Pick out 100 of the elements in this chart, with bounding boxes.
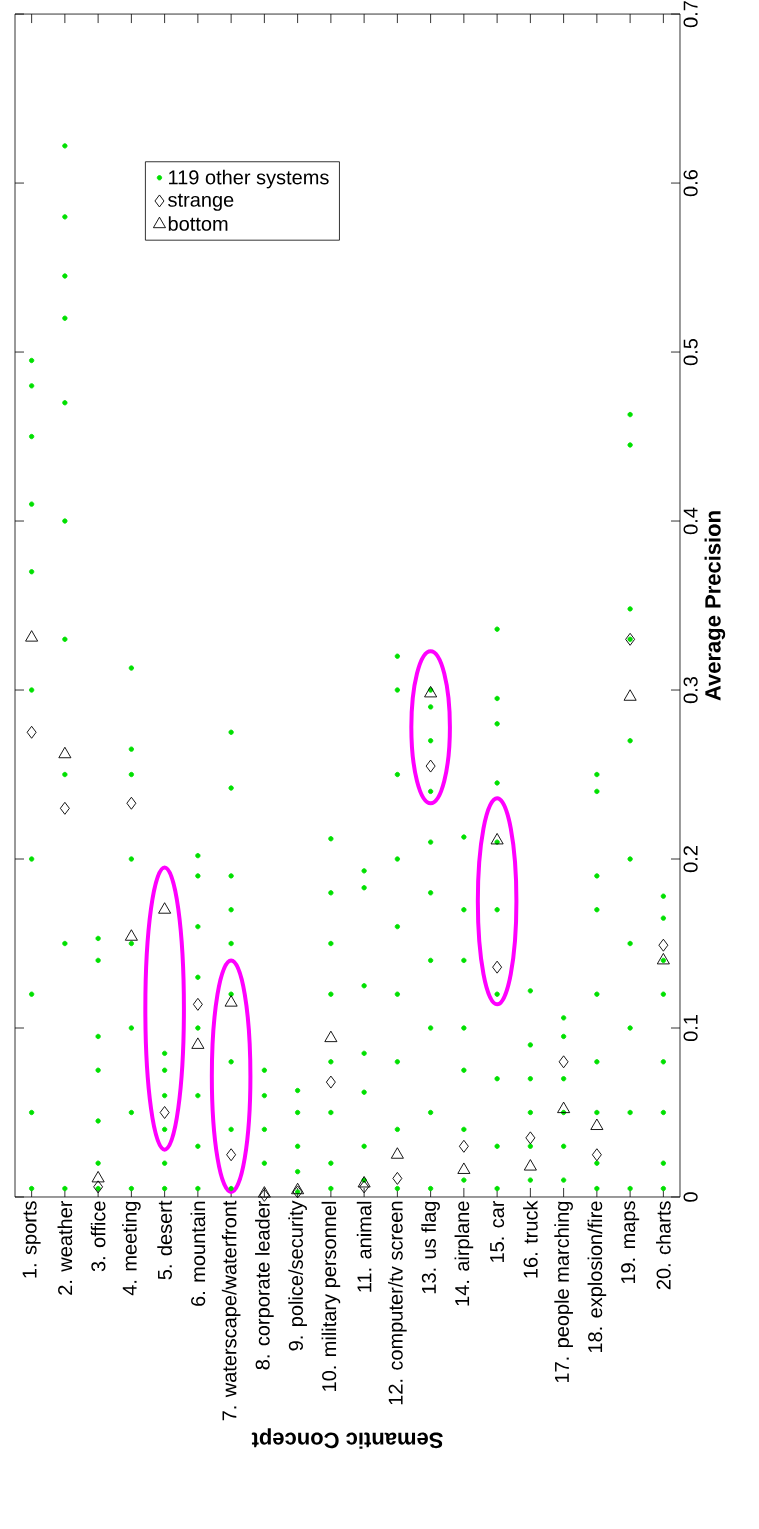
point [623, 689, 637, 701]
point [494, 991, 500, 997]
x-tick-label: 17. people marching [554, 1201, 573, 1383]
point [328, 890, 334, 896]
point [494, 1076, 500, 1082]
point [594, 1109, 600, 1116]
point [656, 952, 670, 965]
x-tick-label: 15. car [490, 1200, 505, 1262]
point [328, 940, 334, 947]
point [494, 1185, 500, 1192]
point [527, 1042, 534, 1048]
point [128, 746, 135, 752]
x-tick-label: 2. weather [57, 1200, 73, 1295]
point [627, 738, 633, 744]
point [660, 991, 667, 997]
point [161, 1050, 168, 1056]
x-tick-label: 8. corporate leader [255, 1200, 274, 1370]
point [158, 902, 172, 914]
point [28, 569, 35, 575]
point [494, 907, 500, 913]
point [361, 983, 367, 989]
point [627, 1025, 633, 1031]
point [394, 771, 401, 778]
point [461, 834, 467, 840]
point [62, 315, 68, 321]
point [25, 630, 39, 642]
point [195, 1143, 201, 1149]
y-tick-label: 0.3 [683, 677, 698, 704]
x-tick-label: 13. us flag [421, 1201, 440, 1294]
point [128, 940, 135, 947]
point [58, 746, 72, 759]
point [62, 400, 68, 406]
legend-label: strange [168, 193, 234, 211]
x-tick-label: 1. sports [22, 1201, 41, 1278]
point [228, 940, 234, 947]
point [527, 1109, 534, 1116]
point [228, 1185, 234, 1192]
point [28, 991, 35, 997]
point [458, 1139, 469, 1153]
point [328, 1160, 334, 1166]
point [560, 1143, 567, 1149]
point [627, 856, 633, 862]
point [494, 626, 500, 632]
point [427, 738, 434, 744]
point [591, 1148, 602, 1162]
point [427, 890, 434, 896]
y-axis-title: Average Precision [704, 511, 726, 701]
x-tick-label: 7. waterscape/waterfront [221, 1200, 241, 1421]
point [627, 606, 633, 612]
y-tick-label: 0.6 [683, 170, 698, 197]
point [527, 988, 534, 994]
point [425, 759, 436, 773]
point [627, 940, 633, 947]
point [62, 940, 68, 947]
point [228, 785, 234, 791]
point [161, 1126, 168, 1133]
point [427, 839, 434, 845]
point [557, 1101, 571, 1114]
point [494, 839, 500, 845]
point [427, 1109, 434, 1116]
point [427, 704, 434, 710]
point [461, 907, 467, 913]
point [259, 1188, 270, 1202]
point [627, 636, 633, 642]
point [560, 1076, 567, 1082]
y-tick-label: 0.7 [683, 1, 698, 28]
point [394, 1126, 401, 1133]
point [494, 695, 500, 702]
point [594, 907, 600, 913]
point [195, 923, 201, 930]
x-tick-label: 9. police/security [288, 1200, 307, 1351]
y-tick-label: 0.5 [683, 338, 698, 366]
point [560, 1177, 567, 1183]
point [461, 1025, 467, 1031]
point [228, 1126, 234, 1133]
point [95, 935, 101, 942]
point [95, 957, 101, 964]
point [195, 873, 201, 879]
point [28, 856, 35, 862]
point [28, 1185, 35, 1192]
point [128, 1109, 135, 1116]
point [560, 1015, 567, 1021]
point [28, 501, 35, 507]
point [62, 143, 68, 149]
point [62, 636, 68, 642]
point [195, 974, 201, 980]
point [159, 1106, 170, 1119]
y-tick-label: 0.2 [683, 846, 698, 873]
point [292, 1185, 303, 1199]
point [527, 1177, 534, 1183]
point [62, 1185, 68, 1192]
point [359, 1180, 370, 1194]
point [161, 1160, 168, 1166]
point [93, 1180, 104, 1194]
point [294, 1087, 301, 1094]
point [594, 1185, 600, 1192]
x-tick-label: 12. computer/tv screen [388, 1201, 407, 1405]
point [126, 796, 137, 810]
point [28, 1109, 35, 1116]
point [124, 929, 138, 941]
